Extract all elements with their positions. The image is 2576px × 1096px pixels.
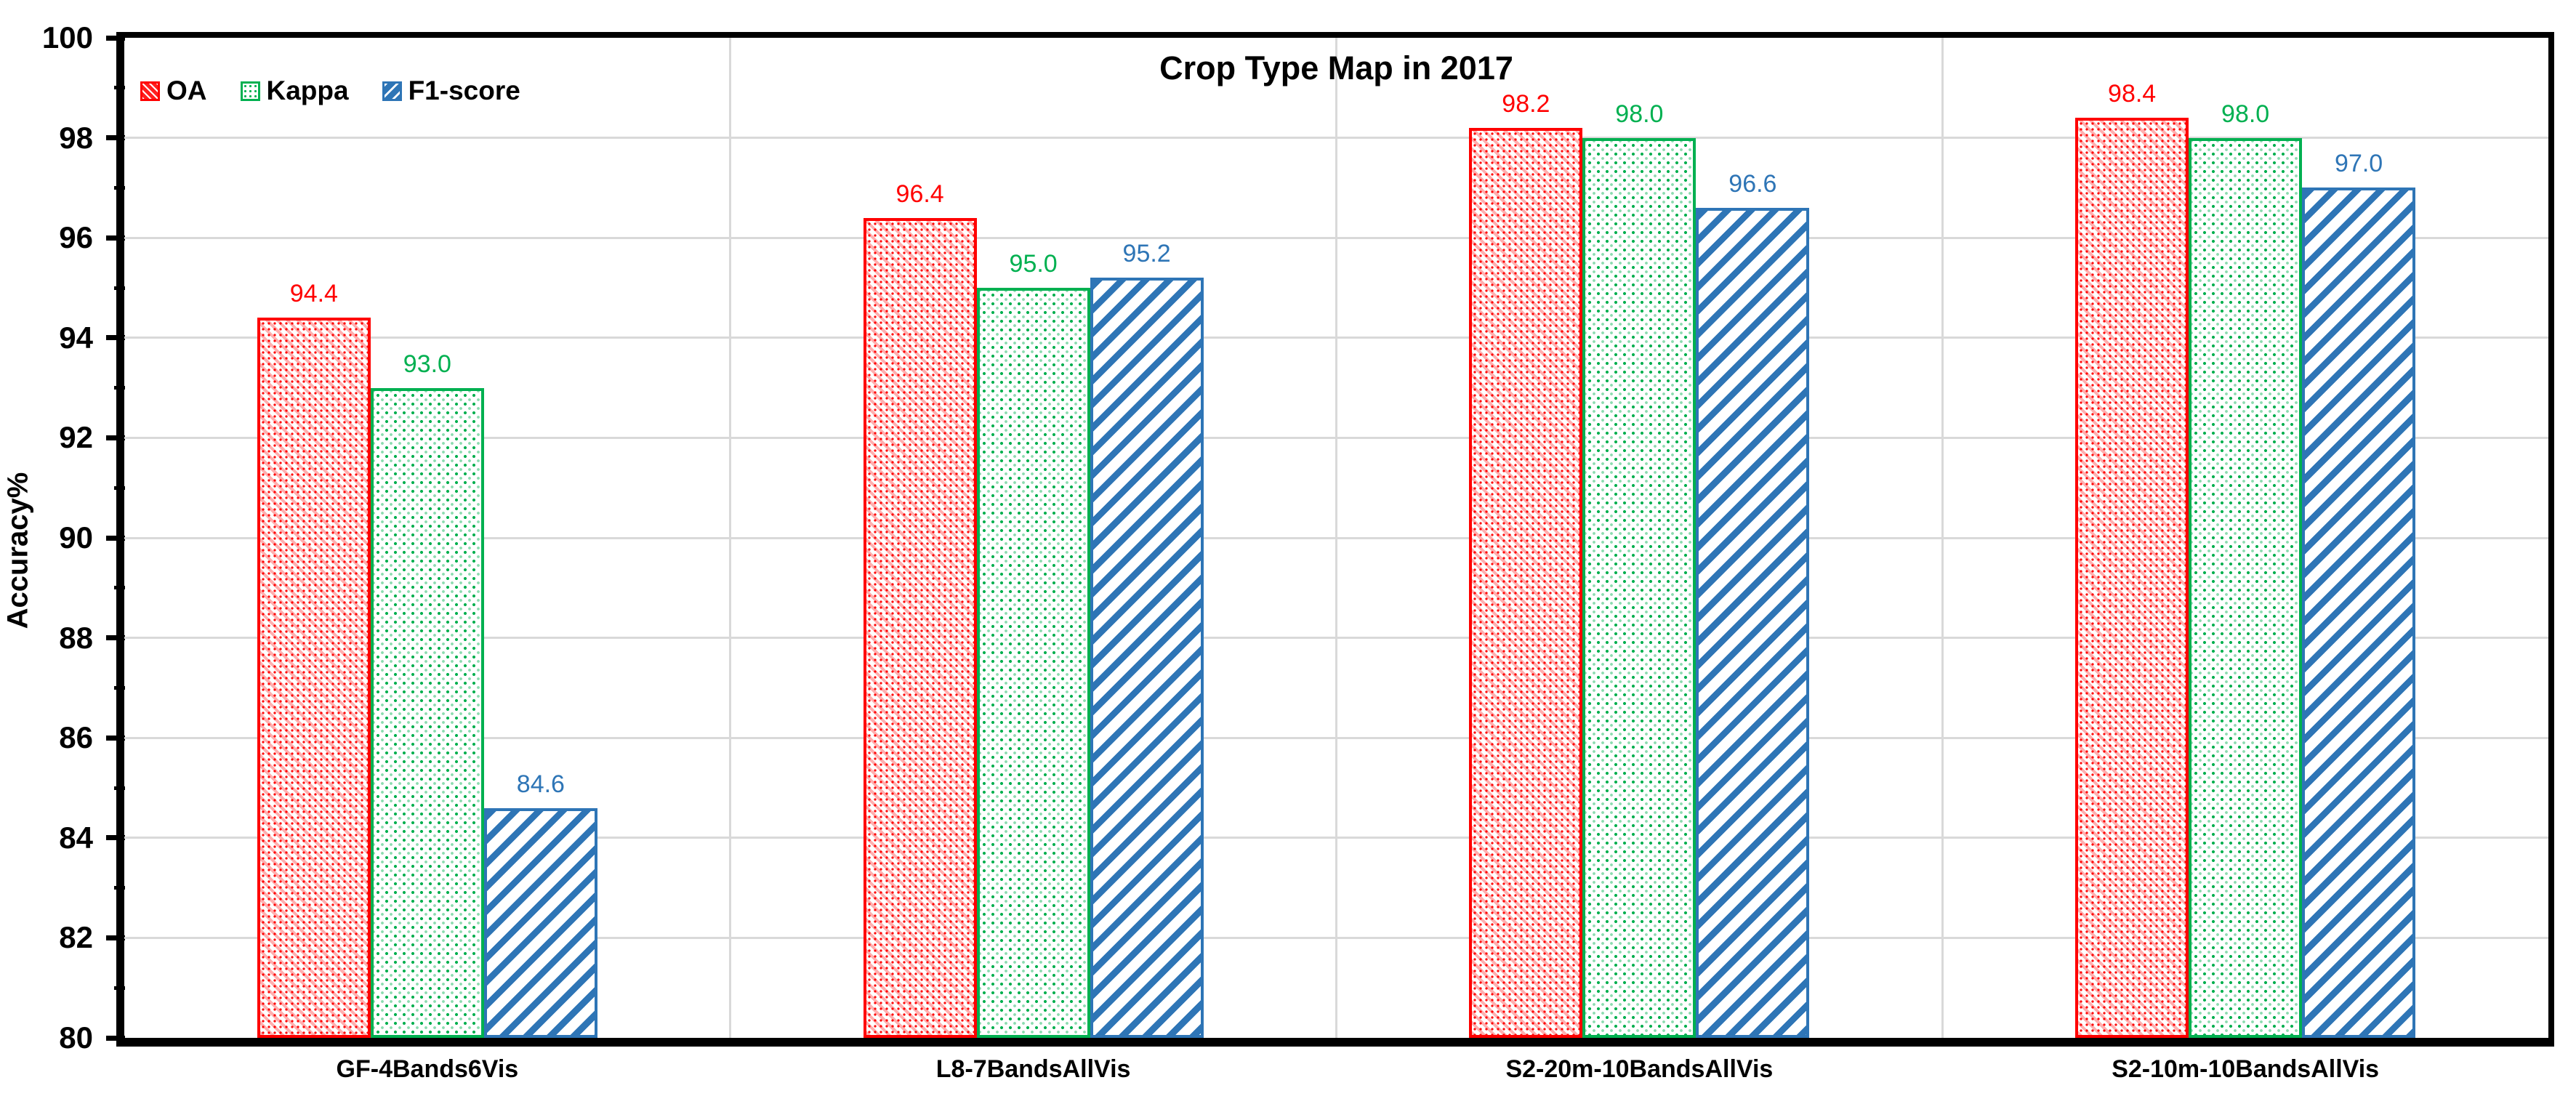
y-tick-minor-99 bbox=[114, 86, 125, 90]
y-tick-label-88: 88 bbox=[59, 620, 93, 655]
y-tick-major-92 bbox=[106, 435, 125, 440]
bar-OA-GF-4Bands6Vis bbox=[257, 318, 371, 1038]
y-tick-major-98 bbox=[106, 135, 125, 141]
bar-F1-score-GF-4Bands6Vis bbox=[483, 807, 597, 1038]
bar-Kappa-S2-10m-10BandsAllVis bbox=[2189, 137, 2303, 1038]
legend-label-f1: F1-score bbox=[408, 76, 520, 105]
bar-F1-score-L8-7BandsAllVis bbox=[1090, 278, 1204, 1038]
legend-item-oa: OA bbox=[140, 76, 207, 106]
bar-Kappa-S2-20m-10BandsAllVis bbox=[1582, 137, 1696, 1038]
bar-value-Kappa-S2-20m-10BandsAllVis: 98.0 bbox=[1615, 100, 1664, 128]
legend-item-kappa: Kappa bbox=[240, 76, 349, 106]
bar-value-OA-GF-4Bands6Vis: 94.4 bbox=[289, 280, 338, 308]
y-tick-label-86: 86 bbox=[59, 720, 93, 755]
y-tick-label-82: 82 bbox=[59, 920, 93, 955]
legend-swatch-oa bbox=[140, 81, 160, 101]
y-tick-major-80 bbox=[106, 1035, 125, 1041]
y-tick-label-90: 90 bbox=[59, 520, 93, 555]
bar-value-OA-L8-7BandsAllVis: 96.4 bbox=[895, 180, 944, 208]
bar-value-OA-S2-10m-10BandsAllVis: 98.4 bbox=[2108, 80, 2157, 108]
y-tick-label-100: 100 bbox=[41, 20, 93, 55]
y-tick-label-84: 84 bbox=[59, 820, 93, 855]
legend-swatch-f1 bbox=[382, 81, 402, 101]
y-tick-major-82 bbox=[106, 935, 125, 940]
y-tick-label-80: 80 bbox=[59, 1020, 93, 1055]
y-tick-label-98: 98 bbox=[59, 120, 93, 155]
category-separator-3 bbox=[1941, 38, 1944, 1038]
bar-OA-S2-10m-10BandsAllVis bbox=[2075, 118, 2189, 1038]
y-tick-major-90 bbox=[106, 535, 125, 541]
x-category-label-S2-10m-10BandsAllVis: S2-10m-10BandsAllVis bbox=[2112, 1055, 2380, 1083]
category-separator-2 bbox=[1335, 38, 1337, 1038]
legend-label-oa: OA bbox=[166, 76, 207, 105]
bar-value-F1-score-S2-10m-10BandsAllVis: 97.0 bbox=[2335, 150, 2383, 178]
bar-F1-score-S2-20m-10BandsAllVis bbox=[1696, 207, 1810, 1038]
legend-label-kappa: Kappa bbox=[266, 76, 349, 105]
y-tick-minor-81 bbox=[114, 986, 125, 990]
category-separator-1 bbox=[729, 38, 732, 1038]
chart-title: Crop Type Map in 2017 bbox=[1159, 49, 1513, 86]
y-tick-minor-91 bbox=[114, 485, 125, 490]
y-tick-minor-87 bbox=[114, 685, 125, 690]
legend-swatch-kappa bbox=[240, 81, 260, 101]
y-tick-major-100 bbox=[106, 35, 125, 41]
bar-value-Kappa-L8-7BandsAllVis: 95.0 bbox=[1009, 250, 1058, 278]
y-tick-major-96 bbox=[106, 235, 125, 241]
y-tick-label-92: 92 bbox=[59, 420, 93, 455]
bar-value-OA-S2-20m-10BandsAllVis: 98.2 bbox=[1502, 89, 1550, 118]
bar-OA-L8-7BandsAllVis bbox=[863, 217, 977, 1038]
y-tick-minor-95 bbox=[114, 286, 125, 290]
legend-item-f1: F1-score bbox=[382, 76, 520, 106]
y-tick-minor-89 bbox=[114, 586, 125, 590]
plot-area: Crop Type Map in 2017 OA Kappa F1-score … bbox=[116, 32, 2554, 1047]
x-category-label-S2-20m-10BandsAllVis: S2-20m-10BandsAllVis bbox=[1505, 1055, 1774, 1083]
y-tick-major-94 bbox=[106, 335, 125, 341]
y-tick-minor-83 bbox=[114, 886, 125, 890]
bar-value-Kappa-GF-4Bands6Vis: 93.0 bbox=[403, 350, 451, 378]
bar-value-F1-score-GF-4Bands6Vis: 84.6 bbox=[516, 770, 565, 798]
x-category-label-L8-7BandsAllVis: L8-7BandsAllVis bbox=[935, 1055, 1131, 1083]
y-tick-label-96: 96 bbox=[59, 220, 93, 255]
bar-value-F1-score-S2-20m-10BandsAllVis: 96.6 bbox=[1728, 169, 1777, 198]
y-tick-minor-97 bbox=[114, 185, 125, 190]
bar-OA-S2-20m-10BandsAllVis bbox=[1469, 127, 1583, 1038]
bar-F1-score-S2-10m-10BandsAllVis bbox=[2302, 188, 2416, 1038]
legend: OA Kappa F1-score bbox=[140, 76, 520, 106]
y-tick-major-84 bbox=[106, 835, 125, 841]
y-tick-minor-93 bbox=[114, 386, 125, 390]
y-tick-minor-85 bbox=[114, 786, 125, 790]
x-category-label-GF-4Bands6Vis: GF-4Bands6Vis bbox=[336, 1055, 519, 1083]
y-tick-major-88 bbox=[106, 635, 125, 641]
bar-value-Kappa-S2-10m-10BandsAllVis: 98.0 bbox=[2221, 100, 2270, 128]
bar-Kappa-L8-7BandsAllVis bbox=[976, 288, 1090, 1038]
bar-value-F1-score-L8-7BandsAllVis: 95.2 bbox=[1122, 240, 1171, 268]
y-tick-label-94: 94 bbox=[59, 320, 93, 355]
bar-Kappa-GF-4Bands6Vis bbox=[370, 387, 484, 1038]
y-tick-major-86 bbox=[106, 735, 125, 741]
